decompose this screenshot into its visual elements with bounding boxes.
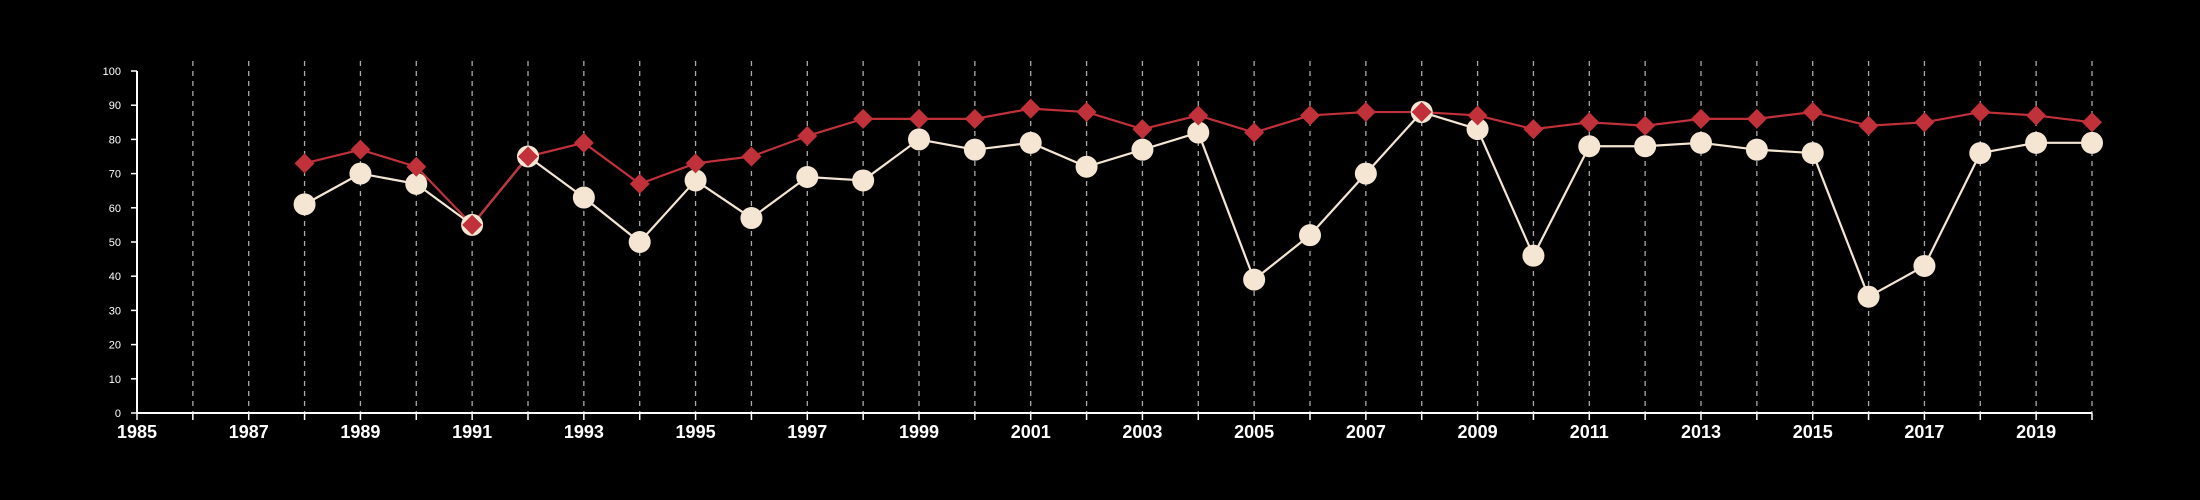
y-tick-label-40: 40 xyxy=(109,271,121,283)
grid-lines xyxy=(192,61,2093,413)
tick-labels: 0 10 20 30 40 50 60 70 80 90 100 1985 1987 1989 1991 19… xyxy=(103,66,2057,442)
y-tick-label-50: 50 xyxy=(109,237,121,249)
x-tick-label-1987: 1987 xyxy=(229,422,269,442)
circle-point-2007 xyxy=(1354,162,1377,185)
axes xyxy=(131,70,2093,420)
circle-point-1999 xyxy=(908,128,930,151)
circle-point-1994 xyxy=(628,231,651,253)
circle-point-2016 xyxy=(1857,285,1880,308)
circle-point-2019 xyxy=(2025,131,2048,154)
diamond-point-2000 xyxy=(964,108,985,129)
x-tick-label-1991: 1991 xyxy=(452,422,492,442)
x-tick-label-2001: 2001 xyxy=(1011,422,1051,442)
diamond-point-2018 xyxy=(1970,102,1991,123)
circle-point-2015 xyxy=(1801,142,1824,165)
diamond-point-2015 xyxy=(1802,102,1823,123)
circle-point-2005 xyxy=(1243,268,1266,291)
x-tick-label-2015: 2015 xyxy=(1793,422,1833,442)
circle-point-1996 xyxy=(740,207,763,230)
y-tick-label-70: 70 xyxy=(109,169,121,181)
circle-point-2002 xyxy=(1075,155,1098,178)
diamond-point-1998 xyxy=(853,108,874,129)
y-tick-label-60: 60 xyxy=(109,203,121,215)
y-tick-label-10: 10 xyxy=(109,374,121,386)
diamond-point-2011 xyxy=(1579,112,1600,133)
circle-point-2004 xyxy=(1187,121,1210,144)
diamond-point-2001 xyxy=(1020,98,1041,119)
diamond-point-1990 xyxy=(406,156,427,177)
diamond-point-1996 xyxy=(741,146,762,167)
diamond-point-2006 xyxy=(1300,105,1320,126)
diamond-point-1999 xyxy=(909,108,929,129)
diamond-point-2014 xyxy=(1746,108,1767,129)
y-tick-label-90: 90 xyxy=(109,100,121,112)
diamond-point-1993 xyxy=(573,132,594,153)
y-tick-label-0: 0 xyxy=(115,408,121,420)
diamond-point-1997 xyxy=(797,125,818,146)
diamond-point-2013 xyxy=(1691,108,1711,129)
diamond-point-2002 xyxy=(1076,102,1097,123)
series-markers xyxy=(293,98,2103,308)
x-tick-label-2007: 2007 xyxy=(1346,422,1386,442)
circle-point-1989 xyxy=(349,162,372,185)
circle-point-2001 xyxy=(1019,131,1042,154)
diamond-point-2008 xyxy=(1411,102,1432,123)
circle-point-2014 xyxy=(1745,138,1768,161)
circle-point-2018 xyxy=(1969,142,1992,165)
diamond-point-1989 xyxy=(350,139,371,160)
circle-point-2020 xyxy=(2081,131,2103,154)
circle-point-1990 xyxy=(405,172,428,195)
y-tick-label-20: 20 xyxy=(109,340,121,352)
diamond-point-2012 xyxy=(1635,115,1656,136)
x-tick-label-2013: 2013 xyxy=(1681,422,1721,442)
circle-point-2003 xyxy=(1131,138,1154,161)
diamond-point-1992 xyxy=(518,146,538,167)
y-tick-label-30: 30 xyxy=(109,305,121,317)
circle-point-2017 xyxy=(1913,254,1936,277)
x-tick-label-1997: 1997 xyxy=(787,422,827,442)
circle-point-2011 xyxy=(1578,135,1601,158)
circle-point-1997 xyxy=(796,166,819,189)
circle-point-2009 xyxy=(1466,118,1489,141)
circle-point-1993 xyxy=(572,186,595,209)
diamond-point-2003 xyxy=(1132,119,1153,140)
y-tick-label-80: 80 xyxy=(109,134,121,146)
diamond-point-2007 xyxy=(1355,102,1376,123)
circle-point-1988 xyxy=(293,193,316,216)
diamond-point-1988 xyxy=(294,153,315,174)
x-tick-label-2003: 2003 xyxy=(1122,422,1162,442)
x-tick-label-2011: 2011 xyxy=(1570,422,1609,442)
diamond-point-1994 xyxy=(629,173,650,194)
circle-point-2000 xyxy=(963,138,986,161)
diamond-point-2009 xyxy=(1467,105,1488,126)
diamond-point-1995 xyxy=(685,153,706,174)
x-tick-label-1995: 1995 xyxy=(676,422,716,442)
y-tick-label-100: 100 xyxy=(103,66,121,78)
circle-point-2006 xyxy=(1299,224,1321,247)
diamond-point-2017 xyxy=(1914,112,1935,133)
diamond-point-2004 xyxy=(1188,105,1209,126)
diamond-point-2010 xyxy=(1523,119,1544,140)
circle-point-2012 xyxy=(1634,135,1657,158)
x-tick-label-2009: 2009 xyxy=(1458,422,1498,442)
x-tick-label-1985: 1985 xyxy=(117,422,157,442)
circle-point-1998 xyxy=(852,169,875,192)
x-tick-label-1993: 1993 xyxy=(564,422,604,442)
diamond-point-2020 xyxy=(2082,112,2102,133)
diamond-point-2005 xyxy=(1244,122,1265,143)
circle-point-1995 xyxy=(684,169,707,192)
circle-point-2013 xyxy=(1690,131,1712,154)
x-tick-label-2005: 2005 xyxy=(1234,422,1274,442)
x-tick-label-1999: 1999 xyxy=(899,422,939,442)
diamond-point-1991 xyxy=(462,214,483,235)
x-tick-label-1989: 1989 xyxy=(340,422,380,442)
x-tick-label-2017: 2017 xyxy=(1904,422,1944,442)
x-tick-label-2019: 2019 xyxy=(2016,422,2056,442)
circle-point-2010 xyxy=(1522,244,1545,267)
diamond-point-2019 xyxy=(2026,105,2047,126)
diamond-point-2016 xyxy=(1858,115,1879,136)
